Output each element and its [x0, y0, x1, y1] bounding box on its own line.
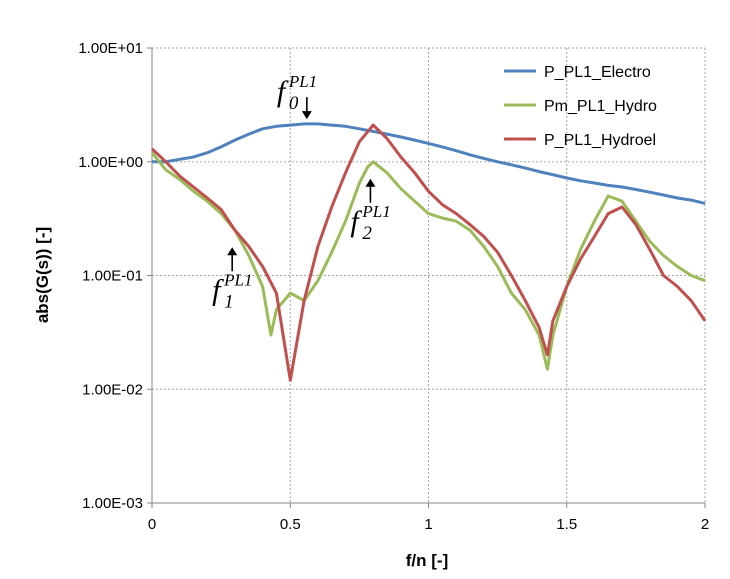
annotation-label-f0: f PL1 0 — [277, 72, 317, 114]
x-tick-label: 0.5 — [280, 516, 301, 533]
annotation-arrowhead — [227, 247, 238, 256]
y-tick-label: 1.00E-03 — [82, 495, 143, 512]
annotation-superscript: PL1 — [223, 270, 252, 289]
series-line-pm-pl1-hydro — [150, 151, 706, 371]
axes: 1.00E-03 1.00E-02 1.00E-01 1.00E+00 1.00E+01… — [78, 40, 709, 533]
y-tick-label: 1.00E-01 — [82, 268, 143, 285]
x-tick-label: 1.5 — [556, 516, 577, 533]
annotation-subscript: 1 — [224, 291, 234, 312]
annotation-symbol: f — [212, 273, 224, 306]
x-tick-label: 1 — [424, 516, 432, 533]
legend-label: P_PL1_Electro — [544, 64, 651, 81]
annotation-subscript: 2 — [362, 223, 372, 244]
y-tick-label: 1.00E+00 — [78, 154, 143, 171]
series-lines — [150, 122, 707, 382]
y-tick-label: 1.00E+01 — [78, 40, 143, 57]
annotation-subscript: 0 — [289, 93, 299, 114]
grid — [152, 47, 706, 503]
annotation-symbol: f — [277, 75, 289, 108]
annotation-arrowhead — [365, 178, 376, 187]
annotation-superscript: PL1 — [288, 72, 317, 91]
y-tick-label: 1.00E-02 — [82, 381, 143, 398]
annotation-symbol: f — [350, 205, 362, 238]
legend-label: Pm_PL1_Hydro — [544, 98, 657, 115]
x-tick-label: 0 — [148, 516, 156, 533]
annotation-superscript: PL1 — [361, 202, 390, 221]
annotation-label-f1: f PL1 1 — [212, 270, 252, 312]
x-tick-label: 2 — [701, 516, 709, 533]
legend: P_PL1_Electro Pm_PL1_Hydro P_PL1_Hydroel — [504, 64, 657, 149]
y-axis-title: abs(G(s)) [-] — [33, 227, 52, 323]
annotation-label-f2: f PL1 2 — [350, 202, 390, 244]
legend-label: P_PL1_Hydroel — [544, 132, 656, 149]
series-line-p-pl1-electro — [152, 122, 706, 205]
annotation-arrowhead — [301, 111, 312, 120]
series-line-p-pl1-hydroel — [150, 123, 707, 382]
x-axis-title: f/n [-] — [406, 551, 448, 570]
